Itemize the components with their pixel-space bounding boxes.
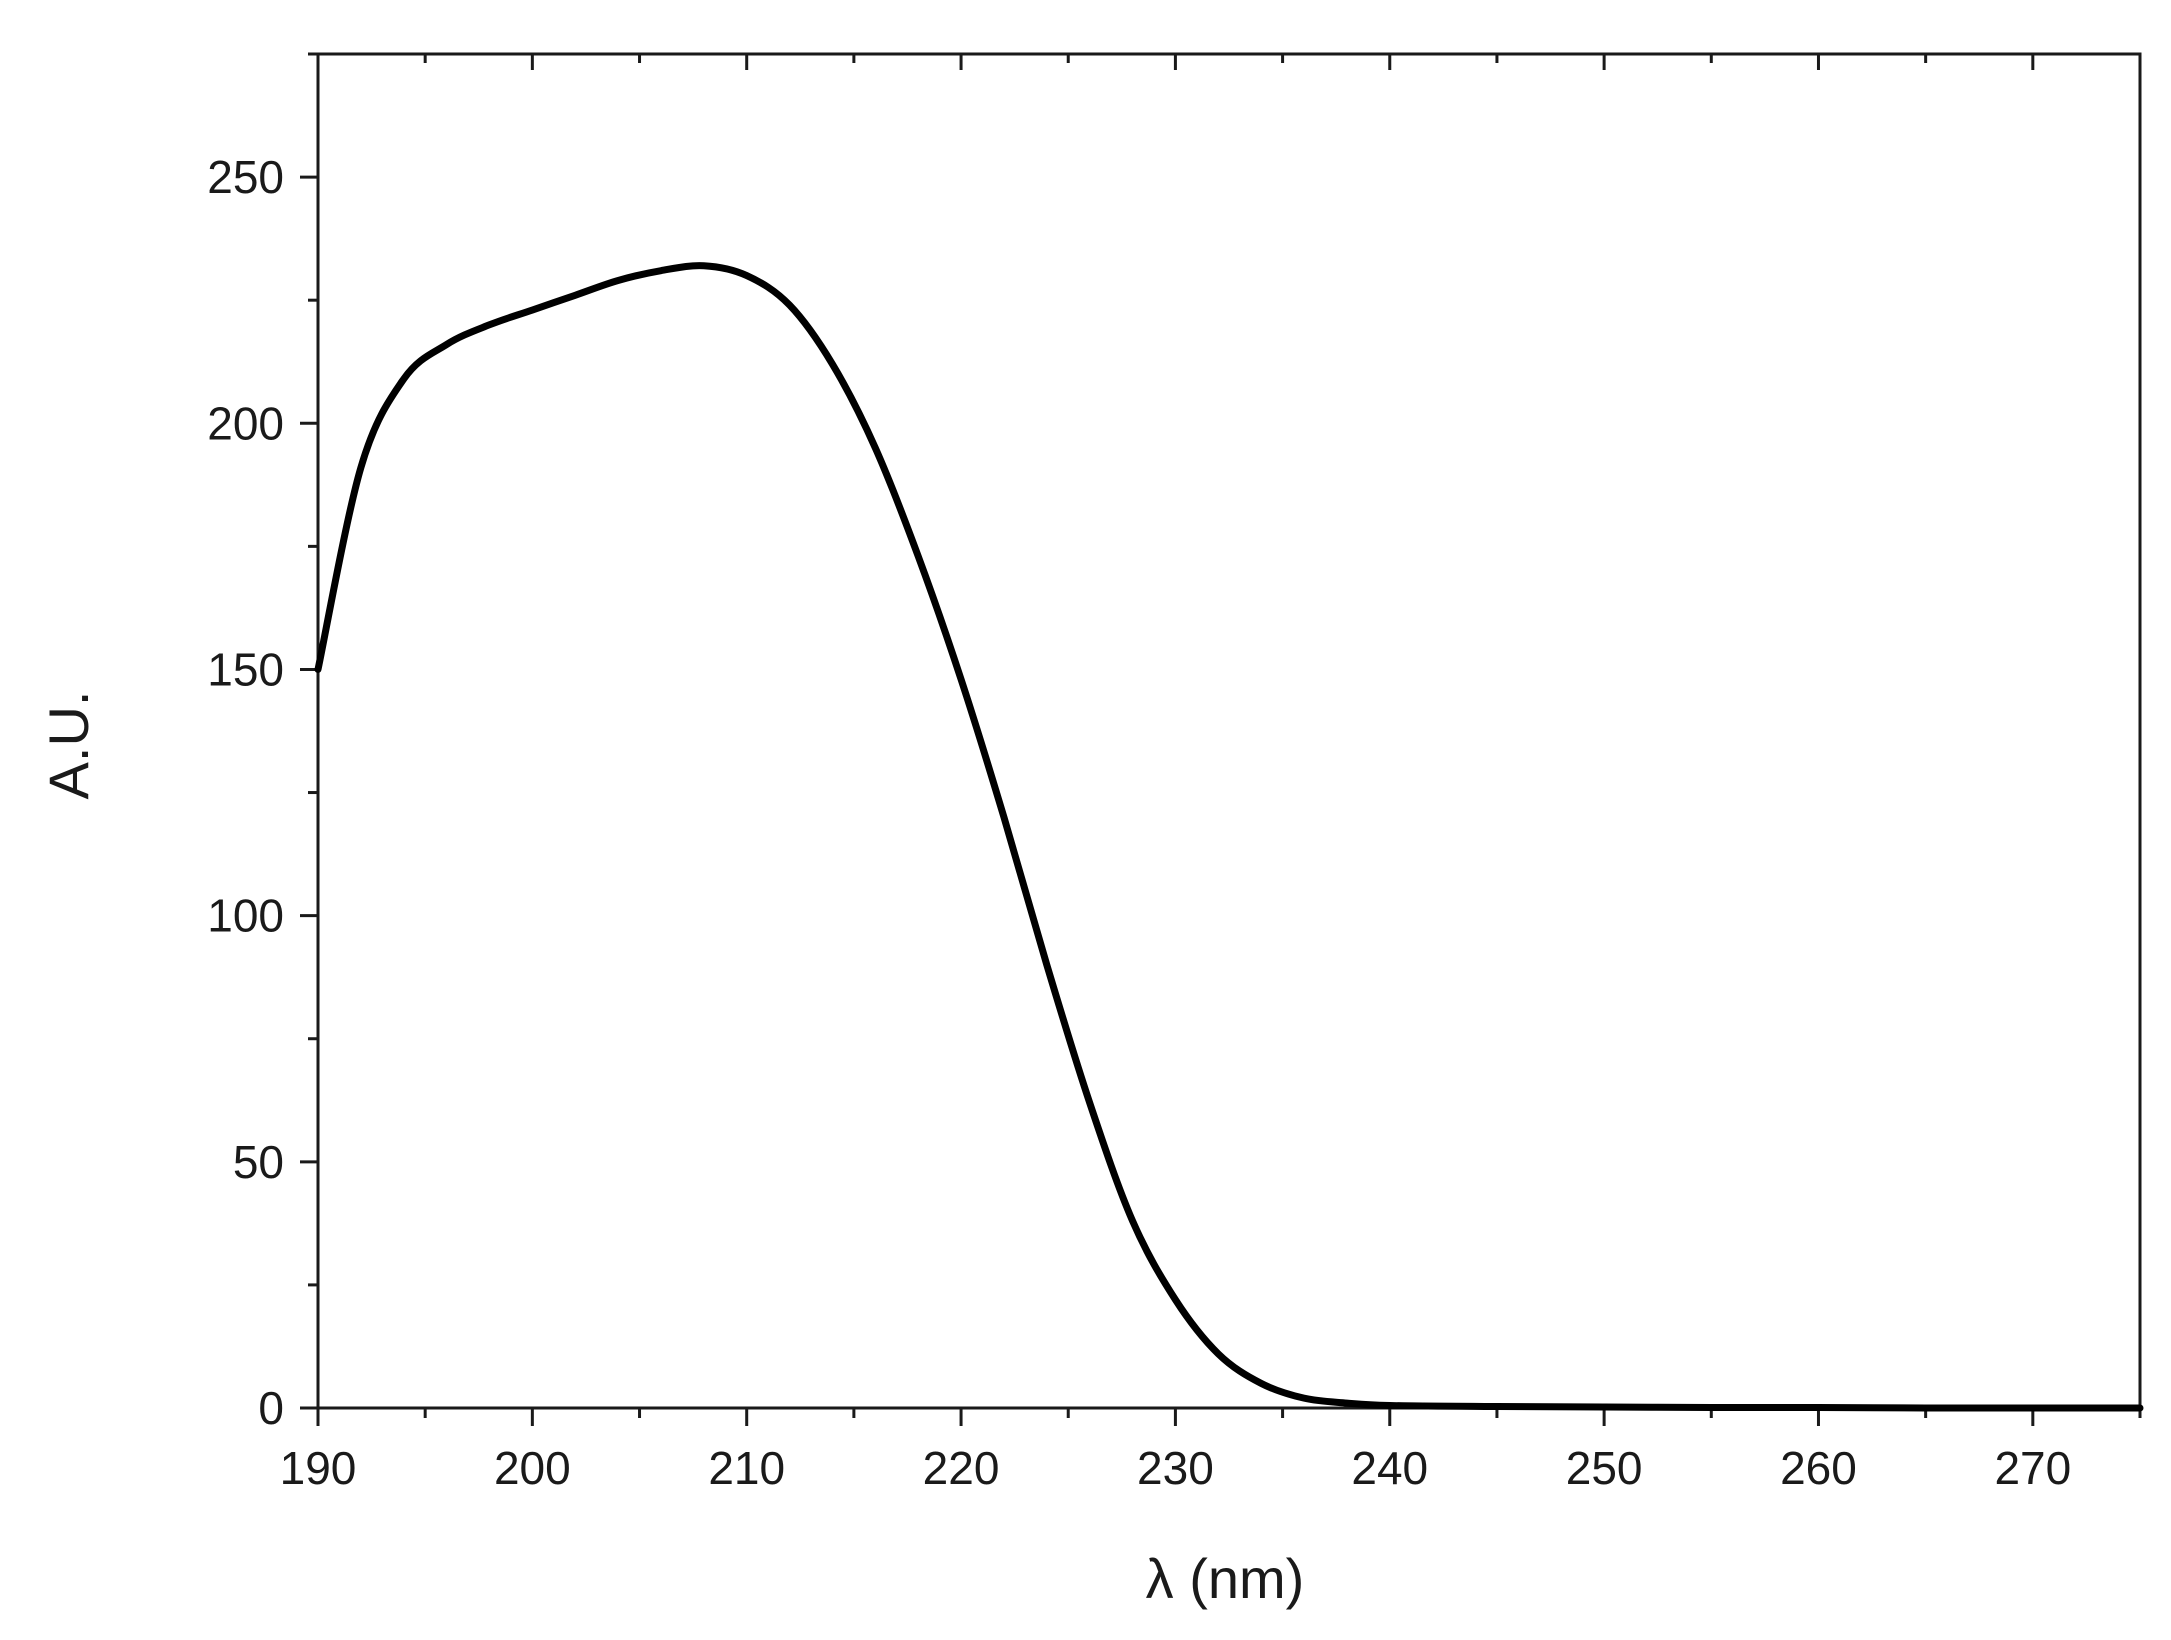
y-tick-label: 50 [233,1136,284,1188]
x-tick-label: 270 [1994,1442,2071,1494]
y-tick-label: 100 [207,890,284,942]
x-tick-label: 200 [494,1442,571,1494]
spectrum-line [314,262,2144,1412]
series-layer [314,262,2144,1412]
x-axis-title: λ (nm) [1146,1547,1305,1610]
x-tick-label: 190 [280,1442,357,1494]
x-tick-label: 220 [923,1442,1000,1494]
axes [316,52,2142,1410]
x-tick-label: 260 [1780,1442,1857,1494]
tick-labels: 190 200 210 220 230 240 250 260 270 0 50 100 150 200 2… [207,151,2071,1494]
y-tick-label: 0 [258,1382,284,1434]
x-tick-label: 210 [708,1442,785,1494]
x-tick-label: 250 [1566,1442,1643,1494]
y-axis-title: A.U. [37,691,100,800]
x-tick-label: 230 [1137,1442,1214,1494]
x-tick-label: 240 [1351,1442,1428,1494]
y-tick-label: 150 [207,643,284,695]
y-tick-label: 200 [207,397,284,449]
y-tick-label: 250 [207,151,284,203]
plot-frame [316,52,2142,1410]
